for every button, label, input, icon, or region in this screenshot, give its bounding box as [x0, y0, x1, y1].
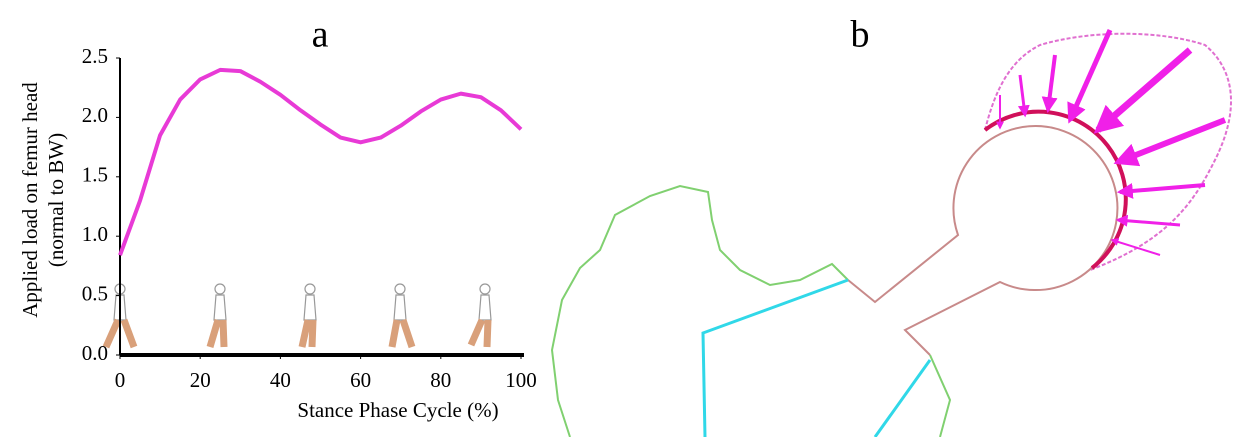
- x-tick-label: 40: [270, 368, 291, 392]
- y-axis-label: (normal to BW): [44, 133, 68, 267]
- x-tick-label: 0: [115, 368, 126, 392]
- femur-diagram: [552, 30, 1231, 437]
- diagram-title: b: [851, 14, 870, 56]
- x-tick-label: 80: [430, 368, 451, 392]
- data-line: [120, 70, 521, 255]
- x-tick-label: 60: [350, 368, 371, 392]
- y-tick-label: 2.5: [82, 44, 108, 68]
- x-axis-label: Stance Phase Cycle (%): [297, 398, 498, 422]
- figure: a b Stance Phase Cycle (%) Applied load …: [0, 0, 1239, 437]
- x-tick-label: 100: [505, 368, 537, 392]
- x-tick-label: 20: [190, 368, 211, 392]
- y-axis-label: Applied load on femur head: [18, 82, 42, 318]
- chart-title: a: [312, 14, 329, 56]
- y-tick-label: 0.0: [82, 341, 108, 365]
- y-tick-label: 1.5: [82, 163, 108, 187]
- y-tick-label: 1.0: [82, 222, 108, 246]
- walking-figures: [106, 284, 491, 347]
- y-tick-label: 0.5: [82, 281, 108, 305]
- y-tick-label: 2.0: [82, 103, 108, 127]
